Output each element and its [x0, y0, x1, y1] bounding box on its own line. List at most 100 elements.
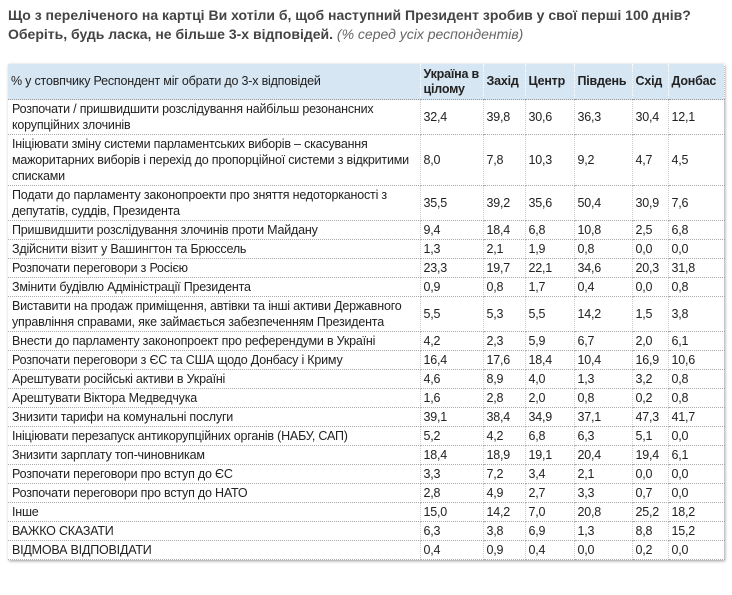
row-label: Знизити зарплату топ-чиновникам [8, 445, 421, 465]
value-cell: 16,9 [632, 350, 669, 370]
value-cell: 6,3 [574, 426, 633, 446]
value-cell: 4,5 [668, 134, 725, 186]
value-cell: 2,1 [483, 239, 526, 259]
value-cell: 0,0 [668, 540, 725, 560]
value-cell: 19,1 [525, 445, 575, 465]
value-cell: 14,2 [574, 296, 633, 332]
value-cell: 7,2 [483, 464, 526, 484]
value-cell: 4,6 [420, 369, 484, 389]
value-cell: 0,2 [632, 540, 669, 560]
value-cell: 0,2 [632, 388, 669, 408]
row-label: Подати до парламенту законопроекти про з… [8, 185, 421, 221]
value-cell: 9,4 [420, 220, 484, 240]
value-cell: 5,5 [420, 296, 484, 332]
column-header-region: Україна в цілому [420, 64, 484, 100]
value-cell: 1,9 [525, 239, 575, 259]
value-cell: 34,6 [574, 258, 633, 278]
value-cell: 0,9 [420, 277, 484, 297]
value-cell: 0,7 [632, 483, 669, 503]
column-header-region: Захід [483, 64, 526, 100]
table-row: Знизити тарифи на комунальні послуги 39,1… [8, 407, 725, 427]
value-cell: 10,6 [668, 350, 725, 370]
column-header-region: Донбас [668, 64, 725, 100]
table-row: Ініціювати перезапуск антикорупційних ор… [8, 426, 725, 446]
column-header-region: Схід [632, 64, 669, 100]
value-cell: 31,8 [668, 258, 725, 278]
table-row: Ініціювати зміну системи парламентських … [8, 134, 725, 186]
value-cell: 0,0 [668, 483, 725, 503]
table-row: ВІДМОВА ВІДПОВІДАТИ 0,4 0,9 0,4 0,0 0,2 0,0 [8, 540, 725, 560]
value-cell: 0,0 [668, 426, 725, 446]
value-cell: 10,4 [574, 350, 633, 370]
row-label: Арештувати Віктора Медведчука [8, 388, 421, 408]
value-cell: 2,3 [483, 331, 526, 351]
value-cell: 2,8 [420, 483, 484, 503]
table-header-row: % у стовпчику Респондент міг обрати до 3… [8, 64, 725, 100]
value-cell: 18,4 [420, 445, 484, 465]
row-label: Знизити тарифи на комунальні послуги [8, 407, 421, 427]
value-cell: 4,9 [483, 483, 526, 503]
value-cell: 4,2 [420, 331, 484, 351]
value-cell: 2,1 [574, 464, 633, 484]
value-cell: 20,8 [574, 502, 633, 522]
value-cell: 16,4 [420, 350, 484, 370]
value-cell: 0,0 [668, 239, 725, 259]
row-label: ВІДМОВА ВІДПОВІДАТИ [8, 540, 421, 560]
table-row: Подати до парламенту законопроекти про з… [8, 185, 725, 221]
value-cell: 15,0 [420, 502, 484, 522]
value-cell: 1,3 [574, 521, 633, 541]
table-row: ВАЖКО СКАЗАТИ 6,3 3,8 6,9 1,3 8,8 15,2 [8, 521, 725, 541]
value-cell: 1,5 [632, 296, 669, 332]
value-cell: 2,8 [483, 388, 526, 408]
value-cell: 0,8 [483, 277, 526, 297]
value-cell: 5,5 [525, 296, 575, 332]
value-cell: 12,1 [668, 99, 725, 135]
table-row: Інше 15,0 14,2 7,0 20,8 25,2 18,2 [8, 502, 725, 522]
value-cell: 6,1 [668, 331, 725, 351]
row-label: Змінити будівлю Адміністрації Президента [8, 277, 421, 297]
value-cell: 34,9 [525, 407, 575, 427]
value-cell: 41,7 [668, 407, 725, 427]
value-cell: 19,4 [632, 445, 669, 465]
question-title: Що з переліченого на картці Ви хотіли б,… [8, 6, 723, 44]
value-cell: 39,8 [483, 99, 526, 135]
value-cell: 0,8 [574, 388, 633, 408]
value-cell: 5,1 [632, 426, 669, 446]
value-cell: 7,0 [525, 502, 575, 522]
value-cell: 5,2 [420, 426, 484, 446]
value-cell: 7,6 [668, 185, 725, 221]
row-label: Розпочати переговори про вступ до ЄС [8, 464, 421, 484]
value-cell: 32,4 [420, 99, 484, 135]
value-cell: 5,9 [525, 331, 575, 351]
value-cell: 19,7 [483, 258, 526, 278]
row-label: Пришвидшити розслідування злочинів проти… [8, 220, 421, 240]
value-cell: 30,9 [632, 185, 669, 221]
value-cell: 1,6 [420, 388, 484, 408]
value-cell: 4,7 [632, 134, 669, 186]
value-cell: 0,0 [632, 277, 669, 297]
row-label: ВАЖКО СКАЗАТИ [8, 521, 421, 541]
value-cell: 3,2 [632, 369, 669, 389]
value-cell: 25,2 [632, 502, 669, 522]
value-cell: 9,2 [574, 134, 633, 186]
value-cell: 23,3 [420, 258, 484, 278]
value-cell: 36,3 [574, 99, 633, 135]
value-cell: 18,9 [483, 445, 526, 465]
table-row: Арештувати Віктора Медведчука 1,6 2,8 2,0 0,… [8, 388, 725, 408]
table-row: Розпочати переговори про вступ до ЄС 3,3 7… [8, 464, 725, 484]
row-label: Розпочати переговори з Росією [8, 258, 421, 278]
value-cell: 0,8 [668, 388, 725, 408]
value-cell: 20,4 [574, 445, 633, 465]
value-cell: 18,4 [483, 220, 526, 240]
table-row: Знизити зарплату топ-чиновникам 18,4 18,9 1… [8, 445, 725, 465]
table-row: Здійснити візит у Вашингтон та Брюссель 1… [8, 239, 725, 259]
table-row: Розпочати переговори з Росією 23,3 19,7 22,… [8, 258, 725, 278]
value-cell: 0,0 [632, 239, 669, 259]
value-cell: 30,4 [632, 99, 669, 135]
value-cell: 14,2 [483, 502, 526, 522]
value-cell: 4,0 [525, 369, 575, 389]
table-row: Виставити на продаж приміщення, автівки … [8, 296, 725, 332]
value-cell: 3,8 [668, 296, 725, 332]
results-table-container: % у стовпчику Респондент міг обрати до 3… [8, 64, 725, 560]
value-cell: 4,2 [483, 426, 526, 446]
